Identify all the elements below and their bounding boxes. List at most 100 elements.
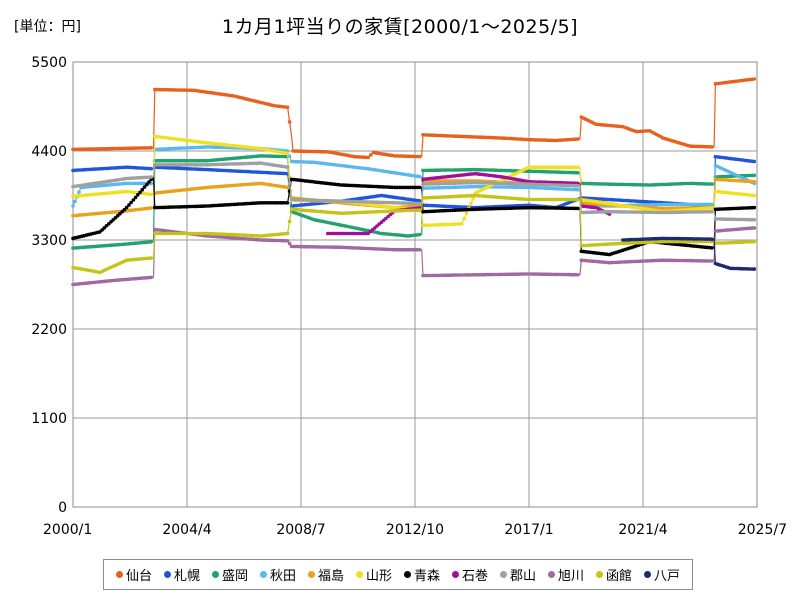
legend-item: 青森 <box>403 565 440 584</box>
series-point-福島 <box>752 179 757 184</box>
series-point-青森 <box>149 177 153 182</box>
series-point-青森 <box>752 205 757 210</box>
legend-marker <box>259 571 267 578</box>
legend-marker <box>643 571 651 578</box>
x-tick-label: 2017/1 <box>504 522 553 538</box>
series-point-郡山 <box>287 181 292 186</box>
series-point-青森 <box>710 246 714 250</box>
series-point-郡山 <box>285 165 290 169</box>
series-point-山形 <box>460 222 464 226</box>
legend-label: 八戸 <box>653 569 680 584</box>
legend-label: 福島 <box>317 569 344 584</box>
series-point-秋田 <box>73 199 77 204</box>
y-tick-label: 3300 <box>31 233 67 249</box>
legend-marker <box>595 571 603 578</box>
legend-item: 郡山 <box>499 565 536 584</box>
series-point-秋田 <box>575 187 580 192</box>
series-point-青森 <box>575 206 580 211</box>
x-tick-label: 2025/7 <box>738 522 787 538</box>
series-point-青森 <box>285 201 290 205</box>
series-point-青森 <box>142 185 147 189</box>
y-tick-label: 2200 <box>31 322 67 338</box>
series-point-山形 <box>462 216 467 221</box>
series-point-青森 <box>124 205 129 210</box>
legend-item: 函館 <box>595 565 632 584</box>
legend-marker <box>163 571 171 578</box>
legend-item: 盛岡 <box>211 565 248 584</box>
chart-title: 1カ月1坪当りの家賃[2000/1～2025/5] <box>221 16 579 38</box>
series-point-山形 <box>464 211 469 216</box>
legend-label: 郡山 <box>509 569 536 584</box>
legend-item: 秋田 <box>259 565 296 584</box>
series-point-仙台 <box>576 137 580 141</box>
series-point-盛岡 <box>710 182 714 186</box>
series-point-青森 <box>127 203 131 207</box>
legend-marker <box>547 571 555 578</box>
legend-label: 仙台 <box>125 569 152 584</box>
series-point-青森 <box>136 193 140 197</box>
series-point-青森 <box>131 198 136 202</box>
series-point-仙台 <box>368 153 373 157</box>
legend-marker <box>211 571 219 578</box>
series-point-郡山 <box>149 175 153 179</box>
y-tick-label: 1100 <box>31 411 67 427</box>
series-point-仙台 <box>366 155 370 160</box>
series-point-函館 <box>287 219 292 224</box>
series-point-盛岡 <box>417 232 422 237</box>
series-point-郡山 <box>752 218 757 222</box>
series-point-函館 <box>285 231 290 236</box>
unit-label: [単位：円] <box>14 19 81 35</box>
series-point-盛岡 <box>149 240 153 244</box>
series-point-札幌 <box>149 166 153 171</box>
series-point-盛岡 <box>575 171 580 175</box>
legend-label: 秋田 <box>269 569 296 584</box>
series-point-旭川 <box>287 241 292 246</box>
series-point-山形 <box>285 151 290 156</box>
legend-label: 青森 <box>413 569 440 584</box>
series-point-旭川 <box>149 275 153 280</box>
x-tick-label: 2000/1 <box>43 522 92 538</box>
series-point-青森 <box>145 182 149 187</box>
series-point-仙台 <box>287 120 292 124</box>
legend-label: 盛岡 <box>221 569 248 584</box>
series-point-仙台 <box>752 77 757 81</box>
series-point-旭川 <box>710 259 714 263</box>
series-point-青森 <box>147 180 151 184</box>
series-point-山形 <box>471 196 475 200</box>
y-tick-label: 5500 <box>31 55 67 71</box>
series-point-山形 <box>710 206 714 210</box>
series-point-郡山 <box>417 201 422 206</box>
series-point-山形 <box>469 201 473 206</box>
legend-item: 旭川 <box>547 565 584 584</box>
legend-item: 八戸 <box>643 565 680 584</box>
legend-item: 山形 <box>355 565 392 584</box>
legend-marker <box>499 571 507 578</box>
series-point-青森 <box>417 185 422 190</box>
series-point-札幌 <box>417 199 422 203</box>
series-point-福島 <box>149 206 153 210</box>
series-point-青森 <box>129 200 133 205</box>
legend-marker <box>451 571 459 578</box>
series-point-福島 <box>285 185 290 190</box>
series-point-函館 <box>752 239 757 244</box>
series-point-郡山 <box>710 209 714 214</box>
legend-label: 札幌 <box>173 569 200 584</box>
series-point-青森 <box>133 195 138 200</box>
series-point-青森 <box>138 190 142 195</box>
x-tick-label: 2021/4 <box>618 522 667 538</box>
y-tick-label: 0 <box>58 500 67 516</box>
legend-label: 石巻 <box>461 569 488 584</box>
series-point-山形 <box>752 193 757 198</box>
legend-label: 山形 <box>365 569 392 584</box>
series-point-秋田 <box>77 190 81 194</box>
series-point-八戸 <box>710 237 714 241</box>
x-tick-label: 2004/4 <box>162 522 211 538</box>
series-point-旭川 <box>752 226 757 230</box>
series-point-函館 <box>417 208 422 212</box>
legend-item: 仙台 <box>115 565 152 584</box>
x-tick-label: 2008/7 <box>276 522 325 538</box>
series-point-山形 <box>575 165 580 169</box>
series-point-秋田 <box>287 154 292 159</box>
y-tick-label: 4400 <box>31 144 67 160</box>
